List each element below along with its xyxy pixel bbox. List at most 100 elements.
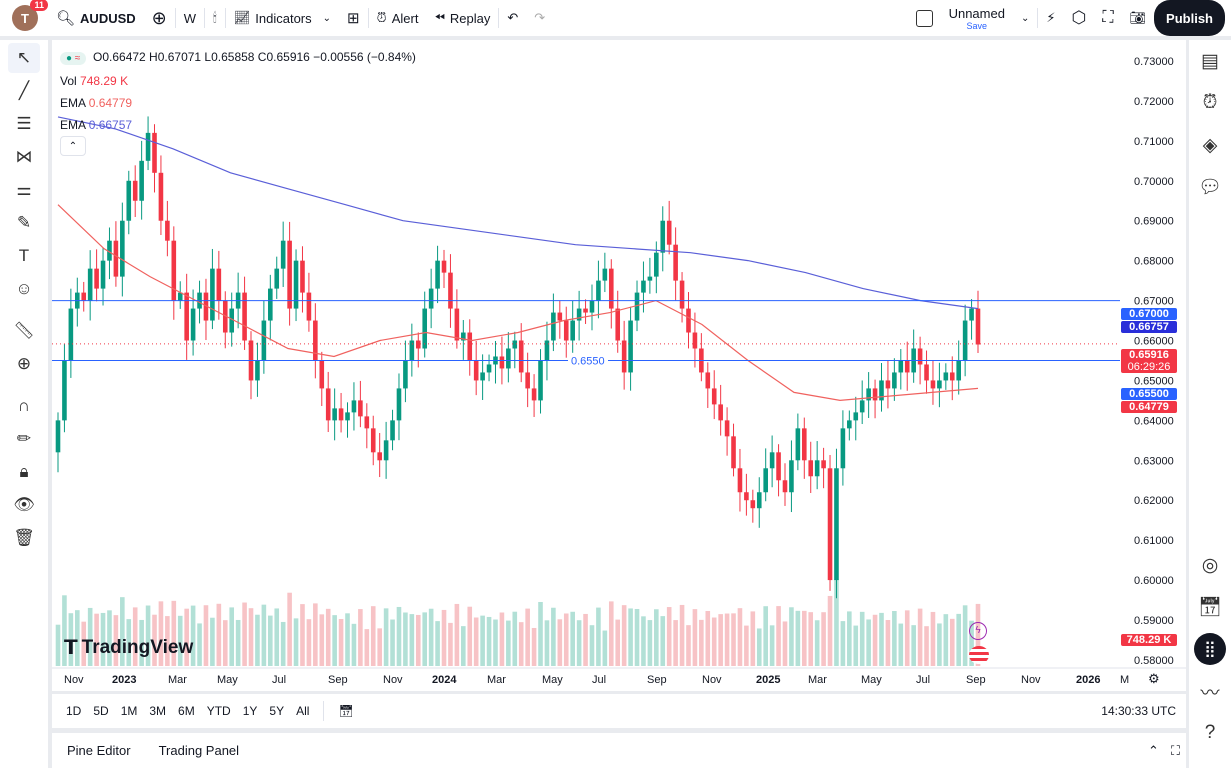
- avatar[interactable]: T 11: [12, 0, 48, 31]
- layout-name-button[interactable]: Unnamed Save: [948, 5, 1005, 31]
- volume-bar: [814, 620, 820, 666]
- quick-search-button[interactable]: ⚡︎: [1038, 0, 1063, 36]
- volume-bar: [756, 628, 762, 666]
- magnet-tool[interactable]: ∩: [8, 391, 40, 421]
- goto-date-button[interactable]: 📅︎: [332, 704, 359, 718]
- ema-slow-line[interactable]: [57, 116, 979, 310]
- layout-menu-button[interactable]: ⌄: [1013, 0, 1037, 36]
- volume-bar: [705, 611, 711, 666]
- candle-body: [705, 372, 711, 389]
- grid-icon: ⊞: [347, 10, 360, 27]
- us-flag-icon[interactable]: [969, 646, 989, 664]
- chats-button[interactable]: 💬︎: [1189, 166, 1231, 208]
- range-1y[interactable]: 1Y: [242, 704, 258, 718]
- price-axis-label: 0.66000: [1134, 336, 1174, 348]
- signals-button[interactable]: 〰: [1189, 670, 1231, 712]
- chart-pane[interactable]: 0.73000 0.72000 0.71000 0.70000 0.69000 0.680…: [52, 40, 1186, 691]
- lock-all-tool[interactable]: 🔒︎: [8, 457, 40, 487]
- indicators-button[interactable]: 📈︎ Indicators ⌄: [233, 10, 332, 26]
- chart-type-button[interactable]: 🕯︎: [205, 0, 225, 36]
- compare-button[interactable]: ⊕: [144, 0, 175, 36]
- candle-body: [975, 308, 981, 345]
- volume-bar: [583, 613, 588, 666]
- layout-button[interactable]: [908, 0, 941, 36]
- rewind-icon: ⏪︎: [434, 10, 445, 25]
- maximize-panel-button[interactable]: ⛶: [1165, 743, 1186, 759]
- settings-button[interactable]: ⬡: [1063, 0, 1094, 36]
- status-dots[interactable]: ● ≈: [60, 52, 87, 65]
- volume-bar: [126, 619, 132, 666]
- candle-body: [589, 300, 595, 313]
- range-5y[interactable]: 5Y: [269, 704, 285, 718]
- interval-button[interactable]: W: [183, 10, 197, 26]
- delete-drawings-tool[interactable]: 🗑︎: [8, 523, 40, 553]
- horizontal-lines-tool[interactable]: ☰: [8, 109, 40, 139]
- ema-slow-legend[interactable]: EMA 0.66757: [60, 118, 133, 132]
- volume-bar: [686, 625, 691, 666]
- candle-body: [956, 360, 961, 381]
- range-1m[interactable]: 1M: [120, 704, 138, 718]
- time-axis-label: Nov: [383, 674, 403, 686]
- brush-tool[interactable]: ✎: [8, 208, 40, 238]
- alert-button[interactable]: ⏰︎ Alert: [376, 10, 419, 26]
- undo-button[interactable]: ↶: [499, 0, 526, 36]
- fullscreen-button[interactable]: ⛶: [1094, 0, 1121, 36]
- volume-bar: [306, 619, 312, 666]
- ideas-button[interactable]: ◎: [1189, 544, 1231, 586]
- tab-trading-panel[interactable]: Trading Panel: [158, 743, 240, 758]
- text-tool[interactable]: T: [8, 241, 40, 271]
- redo-button[interactable]: ↷: [526, 0, 553, 36]
- volume-bar: [924, 626, 929, 666]
- range-all[interactable]: All: [296, 704, 310, 718]
- object-tree-button[interactable]: ◈: [1189, 124, 1231, 166]
- candle-body: [866, 388, 871, 401]
- collapse-panel-button[interactable]: ⌃: [1142, 743, 1165, 759]
- publish-button[interactable]: Publish: [1154, 0, 1225, 36]
- candle-body: [872, 388, 878, 401]
- help-button[interactable]: ?: [1189, 712, 1231, 754]
- candle-body: [280, 240, 286, 269]
- trend-line-icon: ╱: [18, 81, 30, 100]
- range-5d[interactable]: 5D: [93, 704, 109, 718]
- volume-bar: [165, 616, 170, 666]
- lock-drawing-tool[interactable]: ✏︎: [8, 424, 40, 454]
- alerts-button[interactable]: ⏰︎: [1189, 82, 1231, 124]
- price-axis-label: 0.72000: [1134, 96, 1174, 108]
- volume-bar: [795, 610, 801, 666]
- calendar-button[interactable]: 📅︎: [1189, 586, 1231, 628]
- range-1d[interactable]: 1D: [66, 704, 82, 718]
- trend-line-tool[interactable]: ╱: [8, 76, 40, 106]
- ema-fast-legend[interactable]: EMA 0.64779: [60, 96, 133, 110]
- time-axis-label: Sep: [966, 674, 986, 686]
- templates-button[interactable]: ⊞: [339, 0, 368, 36]
- hide-drawings-tool[interactable]: 👁︎: [8, 490, 40, 520]
- fib-tool[interactable]: ⚌: [8, 175, 40, 205]
- screenshot-button[interactable]: 📷︎: [1122, 0, 1155, 36]
- chevron-up-icon: ⌃: [1147, 742, 1159, 758]
- products-button[interactable]: ⣿: [1189, 628, 1231, 670]
- measure-tool[interactable]: 📏︎: [8, 316, 40, 346]
- events-lightning-icon[interactable]: ϟ: [969, 622, 987, 640]
- replay-button[interactable]: ⏪︎ Replay: [434, 10, 491, 26]
- zoom-tool[interactable]: ⊕: [8, 349, 40, 379]
- candle-body: [87, 268, 93, 301]
- ohlc-values: O0.66472 H0.67071 L0.65858 C0.65916 −0.0…: [93, 50, 416, 64]
- volume-bar: [493, 619, 498, 666]
- collapse-legend-button[interactable]: ⌃: [60, 136, 86, 156]
- range-ytd[interactable]: YTD: [206, 704, 231, 718]
- candle-body: [557, 312, 563, 321]
- axis-settings-icon[interactable]: ⚙︎: [1148, 671, 1160, 686]
- tab-pine-editor[interactable]: Pine Editor: [67, 743, 131, 758]
- candle-body: [808, 460, 814, 477]
- clock-timezone[interactable]: 14:30:33 UTC: [1101, 704, 1176, 718]
- symbol-search-button[interactable]: 🔍︎ AUDUSD: [56, 10, 136, 27]
- candle-body: [647, 276, 653, 281]
- emoji-tool[interactable]: ☺: [8, 274, 40, 304]
- ema-fast-line[interactable]: [57, 204, 979, 402]
- cursor-tool[interactable]: ↖: [8, 43, 40, 73]
- candle-body: [55, 420, 61, 453]
- range-3m[interactable]: 3M: [149, 704, 167, 718]
- watchlist-button[interactable]: ▤: [1189, 40, 1231, 82]
- pattern-tool[interactable]: ⋈: [8, 142, 40, 172]
- range-6m[interactable]: 6M: [178, 704, 195, 718]
